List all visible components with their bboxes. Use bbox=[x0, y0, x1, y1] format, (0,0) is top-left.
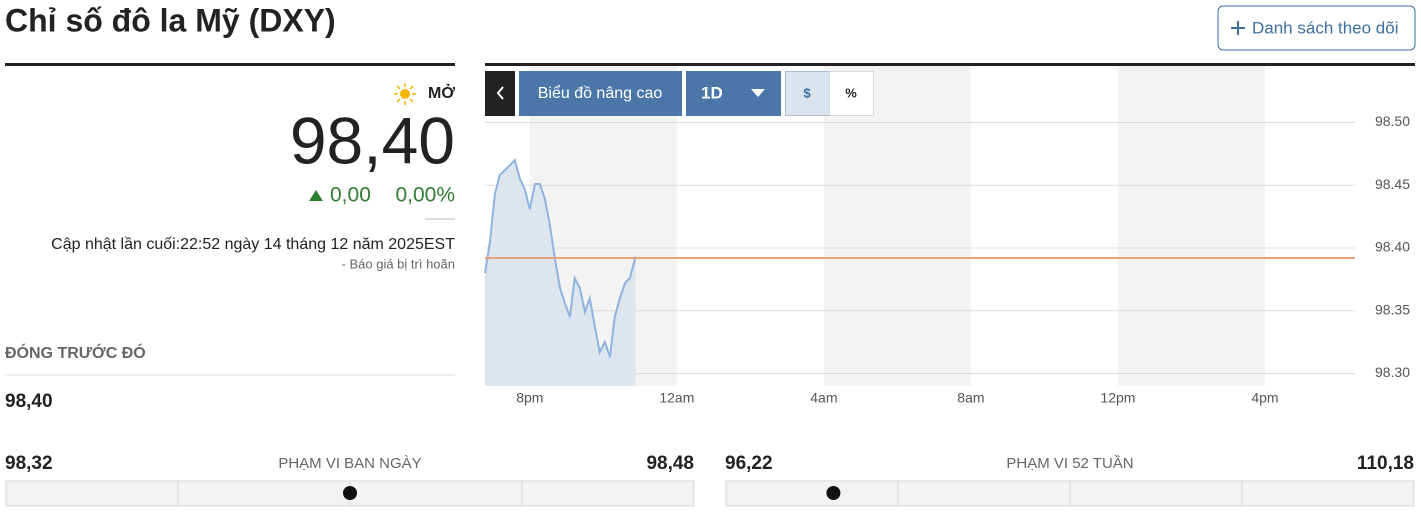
rule bbox=[485, 63, 1415, 66]
chevron-icon bbox=[496, 86, 504, 100]
updated-time: Cập nhật lần cuối:22:52 ngày 14 tháng 12… bbox=[51, 236, 455, 253]
y-tick-label: 98.50 bbox=[1375, 113, 1410, 129]
price-area bbox=[485, 160, 636, 386]
x-tick-label: 4am bbox=[810, 390, 837, 406]
button-label: Danh sách theo dõi bbox=[1252, 18, 1399, 37]
button-label: 1D bbox=[701, 83, 723, 102]
plus-icon bbox=[1231, 21, 1245, 35]
sun-icon bbox=[394, 83, 416, 105]
x-tick-label: 12am bbox=[659, 390, 694, 406]
button-frame bbox=[1217, 5, 1416, 51]
percent-toggle[interactable]: % bbox=[829, 71, 874, 116]
market-status: MỞ bbox=[428, 83, 455, 102]
rule bbox=[5, 63, 455, 66]
range-high: 110,18 bbox=[1357, 453, 1414, 474]
x-tick-label: 8pm bbox=[516, 390, 543, 406]
ranges: 98,32 PHẠM VI BAN NGÀY 98,48 96,22 PHẠM VI 5… bbox=[5, 453, 1415, 507]
button-label: $ bbox=[803, 85, 811, 100]
x-tick-label: 12pm bbox=[1100, 390, 1135, 406]
delay-note: - Báo giá bị trì hoãn bbox=[342, 256, 455, 271]
y-tick-label: 98.30 bbox=[1375, 364, 1410, 380]
button-frame bbox=[485, 71, 515, 116]
dollar-toggle[interactable]: $ bbox=[785, 71, 830, 116]
button-frame bbox=[829, 71, 874, 116]
button-frame bbox=[519, 71, 682, 116]
range-high: 98,48 bbox=[646, 453, 694, 474]
range-marker bbox=[343, 486, 357, 500]
range-low: 96,22 bbox=[725, 453, 773, 474]
button-frame bbox=[785, 71, 830, 116]
up-arrow bbox=[309, 190, 323, 201]
chart-toolbar: Biểu đồ nâng cao 1D $ % bbox=[485, 71, 874, 116]
previous-close-label: ĐÓNG TRƯỚC ĐÓ bbox=[5, 343, 146, 362]
button-label: % bbox=[845, 85, 857, 100]
advanced-chart-button[interactable]: Biểu đồ nâng cao bbox=[519, 71, 682, 116]
period-dropdown[interactable]: 1D bbox=[686, 71, 781, 116]
change-percent: 0,00% bbox=[395, 184, 455, 207]
range-label: PHẠM VI BAN NGÀY bbox=[278, 455, 421, 472]
x-tick-label: 8am bbox=[957, 390, 984, 406]
x-tick-label: 4pm bbox=[1251, 390, 1278, 406]
change: 0,00 bbox=[330, 184, 371, 207]
y-tick-label: 98.35 bbox=[1375, 301, 1410, 317]
button-frame bbox=[686, 71, 781, 116]
y-tick-label: 98.45 bbox=[1375, 176, 1410, 192]
range-low: 98,32 bbox=[5, 453, 53, 474]
range-label: PHẠM VI 52 TUẦN bbox=[1006, 455, 1133, 472]
price-line bbox=[484, 158, 637, 358]
chart: 98.30 98.35 98.40 98.45 98.50 8pm 12am 4am 8am 12… bbox=[484, 66, 1410, 406]
watchlist-button[interactable]: Danh sách theo dõi bbox=[1217, 5, 1416, 51]
caret-icon bbox=[751, 89, 765, 97]
y-tick-label: 98.40 bbox=[1375, 239, 1410, 255]
collapse-button[interactable] bbox=[485, 71, 515, 116]
price: 98,40 bbox=[290, 103, 455, 177]
range-marker bbox=[826, 486, 841, 500]
previous-close: 98,40 bbox=[5, 391, 53, 412]
page-title: Chỉ số đô la Mỹ (DXY) bbox=[5, 2, 336, 38]
session-band bbox=[1117, 66, 1265, 386]
session-band bbox=[823, 66, 971, 386]
button-label: Biểu đồ nâng cao bbox=[538, 84, 663, 102]
